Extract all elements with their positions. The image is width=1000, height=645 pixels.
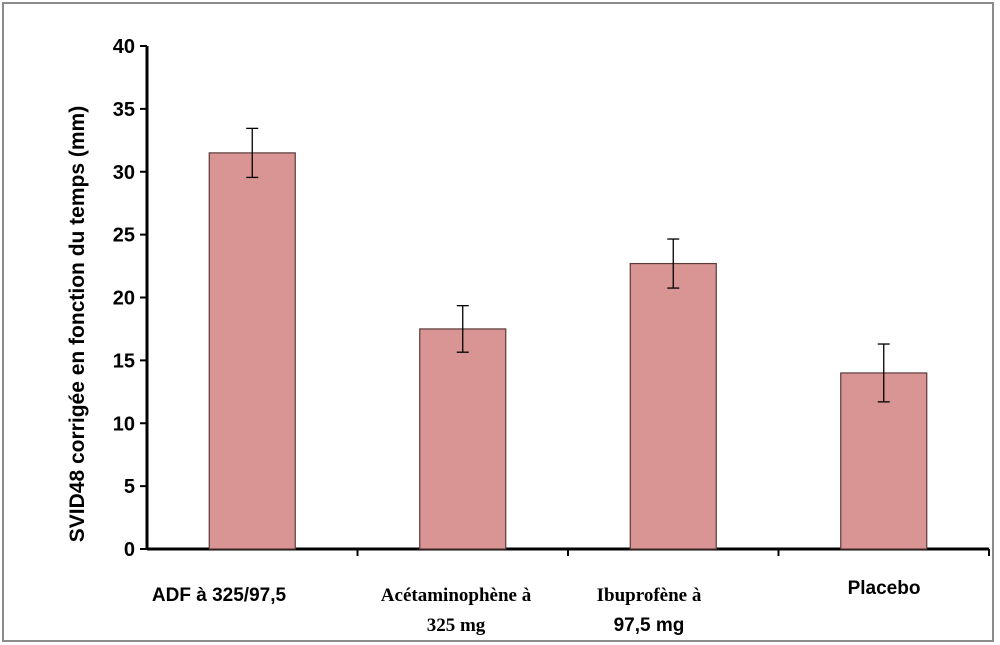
x-category-label: Ibuprofène à [597, 585, 702, 606]
x-category-label: 325 mg [427, 615, 486, 636]
bar [419, 328, 507, 550]
y-axis-title: SVID48 corrigée en fonction du temps (mm… [66, 106, 89, 542]
y-tick-label: 40 [113, 36, 135, 58]
y-tick-label: 10 [113, 413, 135, 435]
y-tick-label: 30 [113, 162, 135, 184]
x-category-label: Acétaminophène à [381, 585, 532, 606]
y-tick-label: 0 [124, 539, 135, 561]
y-tick-label: 35 [113, 99, 135, 121]
y-tick-label: 20 [113, 288, 135, 310]
x-category-label: Placebo [848, 578, 921, 599]
y-tick-label: 5 [124, 476, 135, 498]
x-category-label: 97,5 mg [614, 615, 685, 636]
x-category-label: ADF à 325/97,5 [152, 585, 287, 606]
y-tick-label: 25 [113, 225, 135, 247]
bar-chart: 0 5 10 15 20 25 30 35 40 ADF à 325/97,5 Acétaminop… [66, 36, 990, 636]
y-tick-label: 15 [113, 350, 135, 372]
bar [208, 152, 296, 550]
bar [629, 262, 717, 550]
